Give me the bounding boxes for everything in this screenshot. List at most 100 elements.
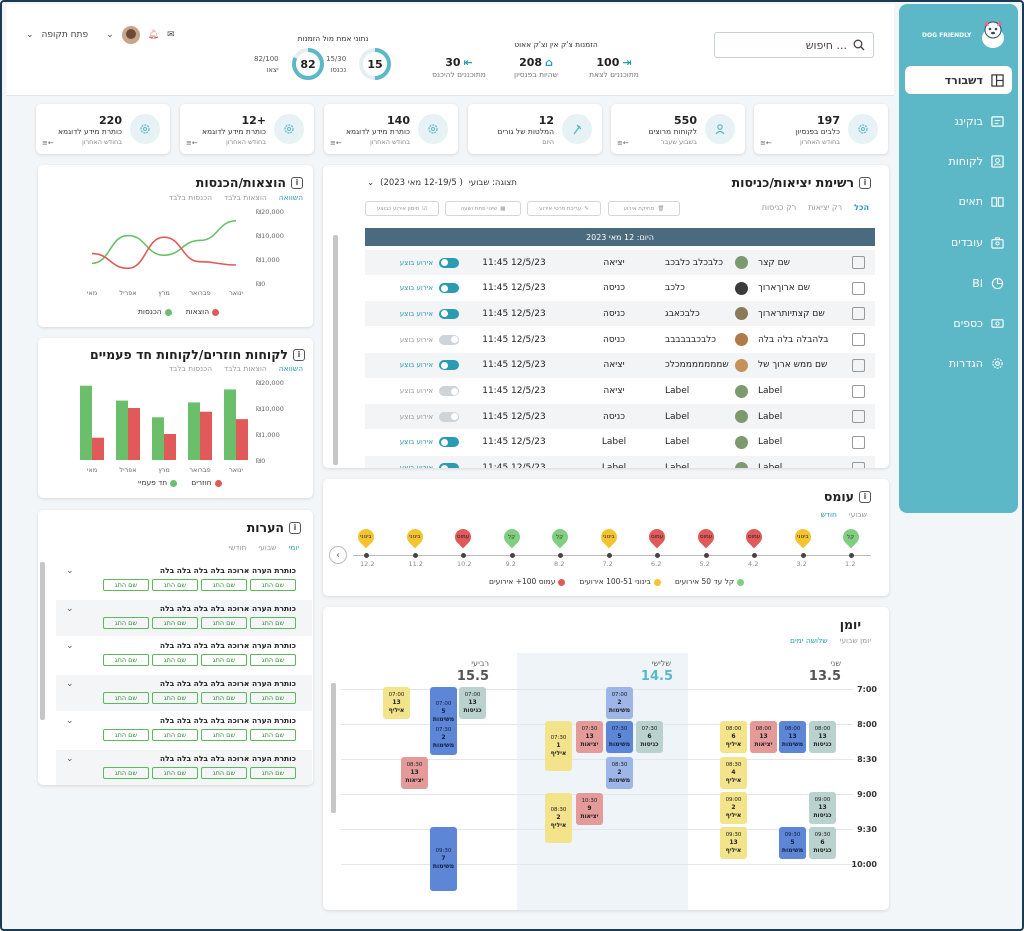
tab-expenses[interactable]: הוצאות בלבד (223, 193, 267, 202)
row-checkbox[interactable] (852, 461, 865, 468)
done-toggle[interactable] (439, 308, 459, 319)
stat-card[interactable]: 140 כותרת מידע לדוגמא בחודש האחרון ≡← (324, 104, 458, 154)
note-tag[interactable]: שם התג (152, 616, 198, 629)
table-row[interactable]: שם ממש ארוך של שמממממממכלכ יציאה 12/5/23… (365, 352, 875, 378)
note-tag[interactable]: שם התג (152, 654, 198, 666)
calendar-event[interactable]: 07:30 1 איליף (545, 721, 572, 771)
nav-settings[interactable]: הגדרות (905, 349, 1012, 377)
chevron-down-icon[interactable]: ⌄ (66, 678, 74, 689)
done-toggle[interactable] (439, 257, 459, 268)
load-pin[interactable]: עמוס (742, 525, 766, 549)
nav-customers[interactable]: לקוחות (905, 147, 1012, 175)
tab-income[interactable]: הכנסות בלבד (168, 364, 212, 373)
calendar-scrollbar[interactable] (331, 683, 336, 813)
calendar-event[interactable]: 08:00 13 משימות (779, 721, 806, 753)
note-tag[interactable]: שם התג (103, 729, 149, 741)
table-row[interactable]: בלהבלה בלה בלה כלבכבבבבבב כניסה 12/5/23 … (365, 327, 875, 352)
note-tag[interactable]: שם התג (103, 691, 149, 704)
edit-event-button[interactable]: עריכת פרטי אירוע ✎ (527, 201, 601, 216)
load-pin[interactable]: קל (500, 525, 523, 549)
done-toggle[interactable] (439, 360, 459, 371)
calendar-event[interactable]: 07:00 13 כניסות (459, 687, 486, 719)
table-row[interactable]: Label Label כניסה 12/5/23 11:45 אירוע בו… (365, 404, 875, 430)
chevron-down-icon[interactable]: ⌄ (106, 30, 114, 40)
calendar-event[interactable]: 09:30 13 איליף (720, 827, 747, 859)
note-tag[interactable]: שם התג (152, 691, 198, 704)
calendar-event[interactable]: 07:30 6 כניסות (636, 721, 663, 753)
nav-staff[interactable]: עובדים (905, 228, 1012, 256)
note-item[interactable]: כותרת הערה ארוכה בלה בלה בלה בלה שם התג ש… (56, 599, 312, 636)
tab-compare[interactable]: השוואה (278, 364, 303, 373)
nav-dashboard[interactable]: דשבורד (905, 66, 1012, 94)
note-tag[interactable]: שם התג (103, 616, 149, 629)
row-checkbox[interactable] (852, 307, 865, 321)
load-pin[interactable]: עמוס (645, 525, 669, 549)
bell-icon[interactable]: 🔔︎ (147, 30, 160, 40)
row-checkbox[interactable] (852, 358, 865, 372)
load-pin[interactable]: עמוס (694, 525, 717, 549)
row-checkbox[interactable] (852, 410, 865, 424)
tab-monthly[interactable]: חודש (820, 510, 837, 519)
chevron-down-icon[interactable]: ⌄ (66, 566, 74, 576)
note-tag[interactable]: שם התג (152, 766, 198, 779)
calendar-event[interactable]: 09:00 2 איליף (720, 792, 747, 824)
bar[interactable] (224, 389, 236, 460)
calendar-event[interactable]: 07:00 2 משימות (606, 687, 633, 719)
nav-cells[interactable]: תאים (905, 187, 1012, 215)
nav-finance[interactable]: כספים (905, 309, 1012, 337)
note-tag[interactable]: שם התג (250, 729, 296, 741)
shift-link[interactable]: פתח תקופה (41, 30, 89, 40)
note-tag[interactable]: שם התג (103, 766, 149, 779)
tab-compare[interactable]: השוואה (278, 193, 303, 202)
calendar-event[interactable]: 08:00 13 יציאות (750, 721, 777, 753)
calendar-event[interactable]: 08:30 2 משימות (606, 757, 633, 789)
calendar-event[interactable]: 09:30 6 כניסות (809, 827, 836, 859)
calendar-event[interactable]: 07:30 2 משימות (430, 721, 457, 755)
mail-icon[interactable]: ✉ (167, 30, 175, 40)
load-pin[interactable]: בינוני (354, 525, 378, 549)
note-tag[interactable]: שם התג (103, 579, 149, 591)
mark-done-button[interactable]: סימון אירוע כבוצע ☑ (365, 201, 439, 216)
tab-daily[interactable]: יומי (288, 543, 300, 552)
row-checkbox[interactable] (852, 281, 865, 295)
note-tag[interactable]: שם התג (152, 579, 198, 591)
calendar-event[interactable]: 07:30 13 יציאות (576, 721, 603, 753)
info-icon[interactable]: i (289, 521, 301, 534)
calendar-event[interactable]: 08:00 6 איליף (720, 721, 747, 753)
nav-bi[interactable]: BI (905, 269, 1012, 297)
nav-booking[interactable]: בוקינג (905, 107, 1012, 135)
tab-three-days[interactable]: שלושה ימים (790, 636, 828, 645)
note-tag[interactable]: שם התג (201, 691, 247, 704)
filter-exits[interactable]: רק יציאות (808, 203, 843, 212)
info-icon[interactable]: i (293, 348, 305, 361)
change-time-button[interactable]: שינוי פתח ושעה ▦ (445, 201, 521, 216)
done-toggle[interactable] (439, 386, 459, 396)
done-toggle[interactable] (439, 411, 459, 422)
stat-card[interactable]: 197 כלבים בפנסיון בחודש האחרון ≡← (754, 104, 888, 154)
bar[interactable] (80, 385, 92, 460)
note-tag[interactable]: שם התג (250, 691, 296, 704)
chevron-down-icon[interactable]: ⌄ (66, 753, 74, 764)
stat-card[interactable]: 12 המלטות של גורים היום (468, 104, 602, 154)
calendar-event[interactable]: 07:30 5 משימות (606, 721, 633, 753)
calendar-event[interactable]: 08:30 2 איליף (545, 793, 572, 843)
stat-card[interactable]: 220 כותרת מידע לדוגמא בחודש האחרון ≡← (36, 104, 170, 154)
tab-weekly[interactable]: שבועי (258, 543, 277, 552)
row-checkbox[interactable] (852, 333, 865, 347)
info-icon[interactable]: i (859, 176, 871, 189)
bar[interactable] (200, 411, 212, 460)
stat-card[interactable]: 12+ כותרת מידע לדוגמא בחודש האחרון ≡← (180, 104, 314, 154)
note-item[interactable]: כותרת הערה ארוכה בלה בלה בלה בלה שם התג ש… (56, 562, 312, 598)
note-item[interactable]: כותרת הערה ארוכה בלה בלה בלה בלה שם התג ש… (56, 674, 312, 711)
tab-expenses[interactable]: הוצאות בלבד (223, 364, 267, 373)
table-row[interactable]: שם קצר כלבכלב כלבכב יציאה 12/5/23 11:45 … (365, 250, 875, 275)
note-tag[interactable]: שם התג (103, 654, 149, 666)
search-box[interactable]: חיפוש ... (714, 32, 874, 58)
load-pin[interactable]: בינוני (597, 525, 620, 549)
bar[interactable] (152, 417, 164, 460)
notes-scrollbar[interactable] (40, 562, 45, 720)
note-tag[interactable]: שם התג (201, 766, 247, 779)
chevron-down-icon[interactable]: ⌄ (66, 603, 74, 614)
tab-weekly[interactable]: יומן שבועי (839, 636, 871, 645)
done-toggle[interactable] (439, 463, 459, 468)
